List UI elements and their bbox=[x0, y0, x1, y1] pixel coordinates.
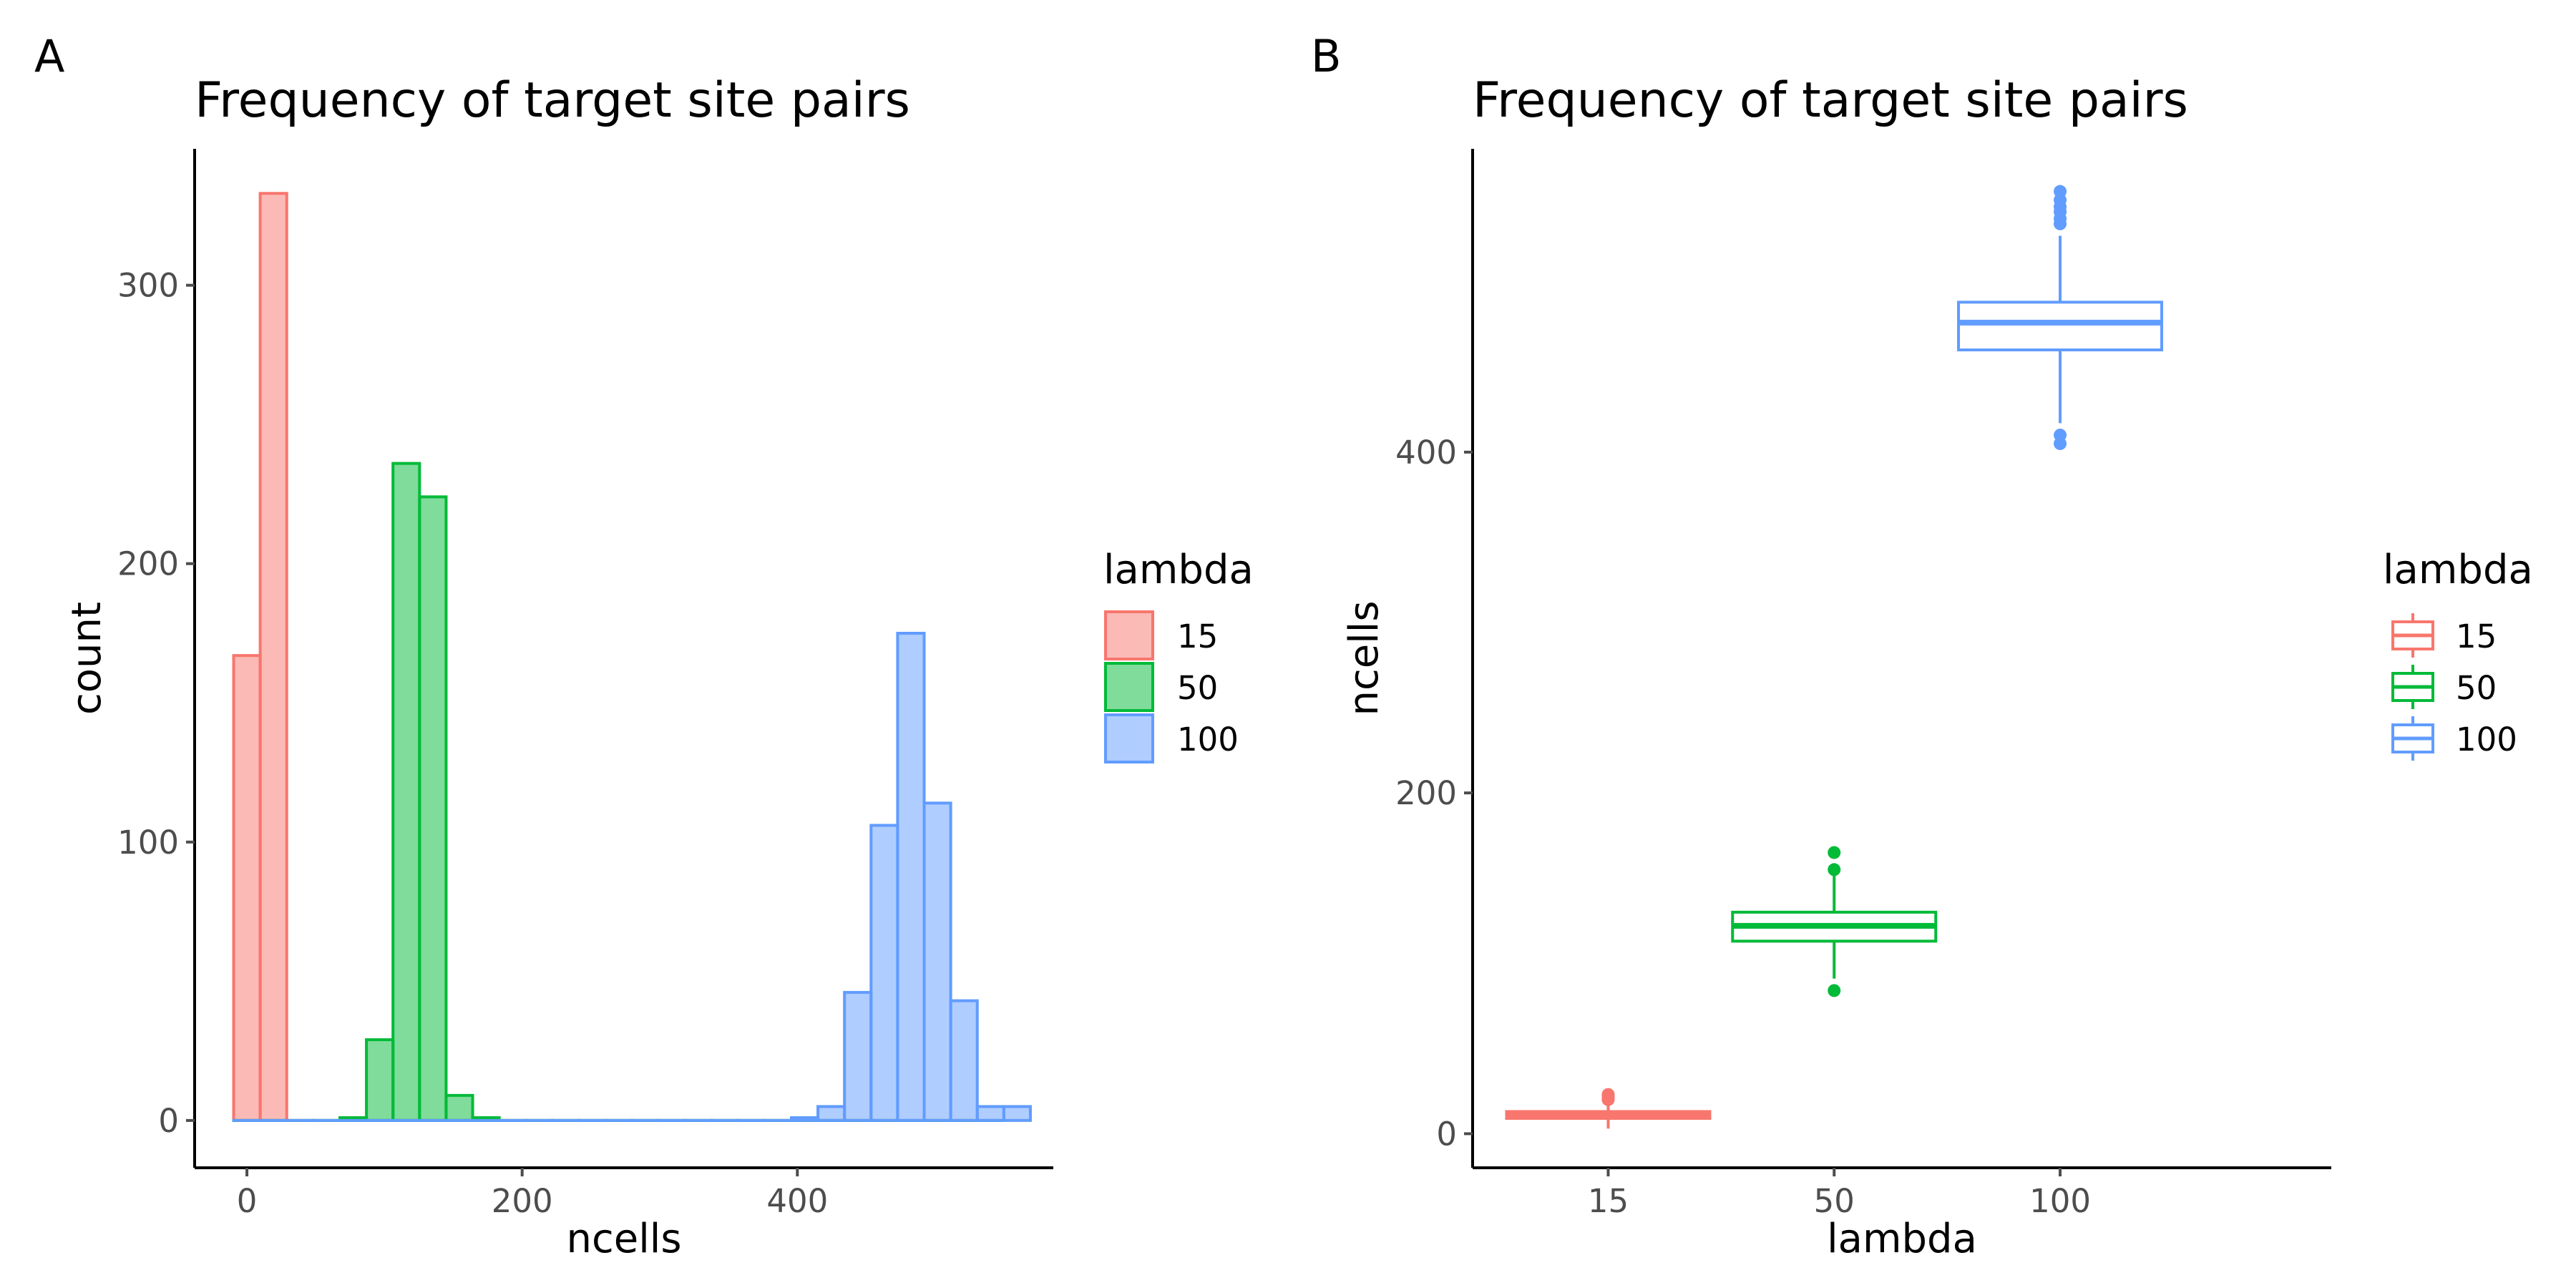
legend-label-50: 50 bbox=[1177, 669, 1218, 707]
hist-bar-100-29 bbox=[1002, 1105, 1032, 1122]
x-tick-label: 0 bbox=[237, 1182, 258, 1220]
box-100 bbox=[1957, 185, 2164, 450]
box-outlier-point bbox=[1828, 846, 1841, 859]
panel-a-histogram: A Frequency of target site pairs 0 100 200… bbox=[34, 30, 1254, 1262]
panel-b-boxes bbox=[1505, 185, 2164, 1129]
box-outlier-point bbox=[1828, 863, 1841, 877]
hist-bar-100-27 bbox=[949, 999, 979, 1122]
panel-b-y-ticks: 0 200 400 bbox=[1395, 434, 1473, 1153]
hist-bar-50-7 bbox=[418, 495, 448, 1122]
hist-bar-100-23 bbox=[843, 990, 873, 1122]
box-50 bbox=[1731, 846, 1938, 997]
hist-bar-100-21 bbox=[789, 1116, 820, 1122]
panel-a-y-ticks: 0 100 200 300 bbox=[117, 267, 195, 1140]
panel-b-x-ticks: 15 50 100 bbox=[1588, 1168, 2091, 1220]
legend-label-100: 100 bbox=[2456, 721, 2517, 758]
panel-a-y-axis-label: count bbox=[64, 602, 110, 715]
x-tick-label: 100 bbox=[2029, 1182, 2091, 1220]
panel-b-tag: B bbox=[1311, 30, 1342, 82]
box-iqr bbox=[1957, 301, 2164, 351]
panel-a-legend: lambda 15 50 100 bbox=[1103, 547, 1254, 763]
legend-label-15: 15 bbox=[2456, 618, 2497, 655]
panel-a-title: Frequency of target site pairs bbox=[195, 72, 910, 129]
y-tick-label: 300 bbox=[117, 267, 179, 305]
y-tick-label: 200 bbox=[1395, 774, 1457, 812]
legend-label-15: 15 bbox=[1177, 618, 1218, 655]
box-15 bbox=[1505, 1088, 1712, 1129]
panel-b-legend-items: 15 50 100 bbox=[2391, 613, 2517, 761]
panel-a-legend-items: 15 50 100 bbox=[1104, 610, 1239, 763]
hist-bar-100-25 bbox=[896, 631, 926, 1122]
hist-bar-50-5 bbox=[365, 1038, 395, 1122]
legend-key-50 bbox=[2391, 665, 2434, 709]
hist-bar-100-28 bbox=[975, 1105, 1005, 1122]
panel-a-tag: A bbox=[34, 30, 64, 82]
panel-a-x-axis-label: ncells bbox=[566, 1216, 681, 1262]
hist-bar-100-22 bbox=[816, 1105, 847, 1122]
hist-bar-50-6 bbox=[391, 462, 421, 1122]
box-outlier-point bbox=[1828, 984, 1841, 997]
panel-b-x-axis-label: lambda bbox=[1827, 1216, 1977, 1262]
legend-label-50: 50 bbox=[2456, 669, 2497, 707]
hist-bar-100-26 bbox=[922, 801, 952, 1122]
x-tick-label: 50 bbox=[1814, 1182, 1855, 1220]
legend-key-100 bbox=[2391, 716, 2434, 761]
panel-b-boxplot: B Frequency of target site pairs 0 200 400… bbox=[1311, 30, 2533, 1262]
x-tick-label: 400 bbox=[766, 1182, 828, 1220]
x-tick-label: 15 bbox=[1588, 1182, 1629, 1220]
y-tick-label: 100 bbox=[117, 824, 179, 862]
y-tick-label: 0 bbox=[158, 1102, 179, 1140]
panel-b-legend: lambda 15 50 100 bbox=[2383, 547, 2533, 761]
legend-key-15 bbox=[2391, 613, 2434, 658]
box-outlier-point bbox=[2054, 429, 2067, 442]
panel-a-x-ticks: 0 200 400 bbox=[237, 1168, 828, 1220]
box-outlier-point bbox=[2054, 185, 2067, 198]
panel-a-bars bbox=[232, 192, 1032, 1122]
panel-b-title: Frequency of target site pairs bbox=[1473, 72, 2188, 129]
legend-key-15 bbox=[1104, 610, 1154, 660]
y-tick-label: 200 bbox=[117, 545, 179, 583]
legend-label-100: 100 bbox=[1177, 721, 1239, 758]
y-tick-label: 0 bbox=[1436, 1115, 1457, 1153]
box-outlier-point bbox=[1601, 1088, 1615, 1101]
panel-b-legend-title: lambda bbox=[2383, 547, 2533, 593]
hist-bar-50-8 bbox=[444, 1093, 474, 1122]
legend-key-50 bbox=[1104, 662, 1154, 712]
x-tick-label: 200 bbox=[492, 1182, 553, 1220]
hist-bar-15-1 bbox=[258, 192, 288, 1122]
panel-b-y-axis-label: ncells bbox=[1341, 600, 1387, 716]
legend-key-100 bbox=[1104, 713, 1154, 763]
panel-a-legend-title: lambda bbox=[1103, 547, 1254, 593]
hist-bar-100-24 bbox=[869, 824, 899, 1122]
y-tick-label: 400 bbox=[1395, 434, 1457, 472]
hist-bar-15-0 bbox=[232, 654, 262, 1122]
